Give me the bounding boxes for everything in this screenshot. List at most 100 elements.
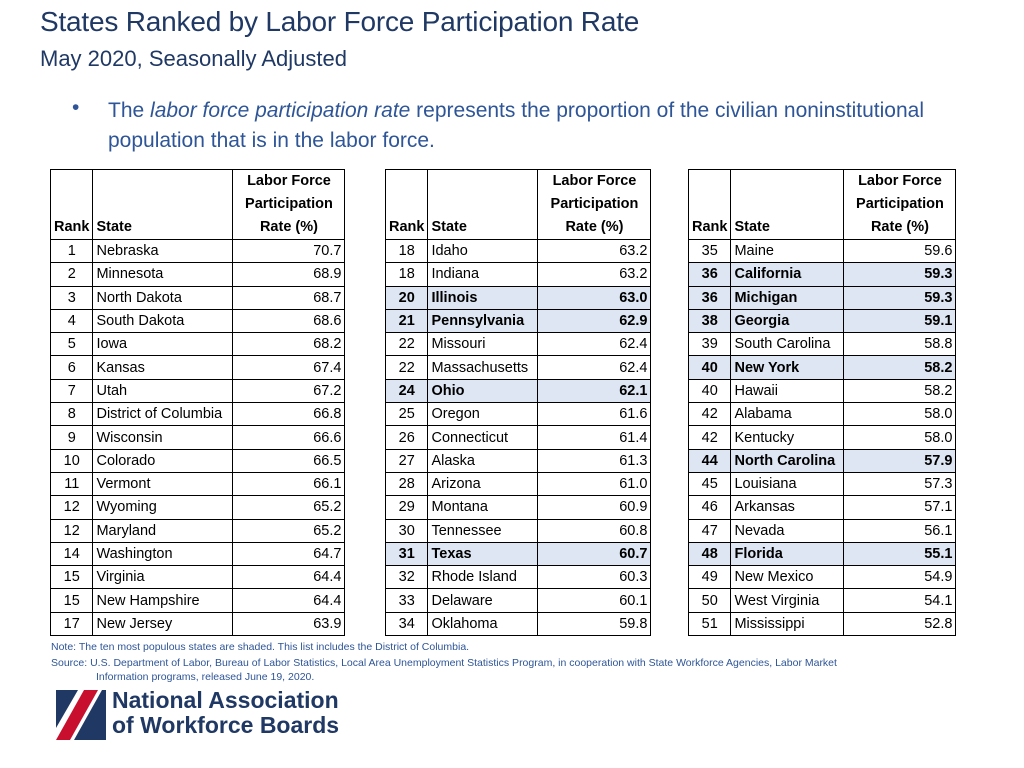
state-cell: Virginia <box>92 565 234 590</box>
rank-cell: 21 <box>384 308 429 334</box>
table-row: 22 Missouri 62.4 <box>384 332 652 357</box>
ranking-table-1: Rank State Labor Force Participation Rate (%… <box>49 169 346 637</box>
rank-cell: 8 <box>49 402 94 427</box>
rank-cell: 33 <box>384 588 429 613</box>
source-citation: Source: U.S. Department of Labor, Bureau… <box>51 656 951 684</box>
rate-cell: 64.4 <box>232 588 346 613</box>
rank-cell: 17 <box>49 611 94 637</box>
state-cell: Texas <box>427 541 539 567</box>
rank-cell: 18 <box>384 262 429 287</box>
rate-cell: 59.8 <box>537 611 652 637</box>
table-row: 48 Florida 55.1 <box>687 541 957 567</box>
state-cell: Washington <box>92 541 234 567</box>
rank-cell: 46 <box>687 495 732 520</box>
rank-cell: 18 <box>384 238 429 264</box>
rate-header-line: Labor Force <box>858 173 942 189</box>
rate-cell: 52.8 <box>843 611 957 637</box>
rate-cell: 61.0 <box>537 471 652 497</box>
rate-header: Labor Force Participation Rate (%) <box>537 169 652 240</box>
table-row: 36 California 59.3 <box>687 262 957 287</box>
rate-cell: 58.2 <box>843 378 957 404</box>
rate-cell: 55.1 <box>843 541 957 567</box>
rank-cell: 6 <box>49 355 94 380</box>
table-row: 50 West Virginia 54.1 <box>687 588 957 613</box>
rank-header: Rank <box>384 169 429 240</box>
table-row: 14 Washington 64.7 <box>49 541 346 567</box>
state-cell: North Carolina <box>730 448 845 473</box>
state-cell: Maine <box>730 238 845 264</box>
state-cell: Alabama <box>730 402 845 427</box>
state-cell: Oregon <box>427 402 539 427</box>
rank-cell: 32 <box>384 565 429 590</box>
table-row: 18 Indiana 63.2 <box>384 262 652 287</box>
rank-cell: 3 <box>49 285 94 310</box>
rank-cell: 29 <box>384 495 429 520</box>
rank-cell: 40 <box>687 355 732 380</box>
state-cell: Vermont <box>92 471 234 497</box>
rate-cell: 60.9 <box>537 495 652 520</box>
table-row: 38 Georgia 59.1 <box>687 308 957 334</box>
table-row: 39 South Carolina 58.8 <box>687 332 957 357</box>
table-row: 15 Virginia 64.4 <box>49 565 346 590</box>
table-row: 31 Texas 60.7 <box>384 541 652 567</box>
rank-cell: 51 <box>687 611 732 637</box>
state-cell: New Hampshire <box>92 588 234 613</box>
state-cell: North Dakota <box>92 285 234 310</box>
logo-line-2: of Workforce Boards <box>112 712 340 738</box>
state-cell: Illinois <box>427 285 539 310</box>
table-row: 9 Wisconsin 66.6 <box>49 425 346 450</box>
rank-cell: 24 <box>384 378 429 404</box>
rank-cell: 50 <box>687 588 732 613</box>
table-row: 24 Ohio 62.1 <box>384 378 652 404</box>
state-cell: California <box>730 262 845 287</box>
rate-header-line: Labor Force <box>247 173 331 189</box>
rank-cell: 36 <box>687 285 732 310</box>
state-cell: Rhode Island <box>427 565 539 590</box>
rate-cell: 57.3 <box>843 471 957 497</box>
rate-cell: 60.1 <box>537 588 652 613</box>
table-row: 20 Illinois 63.0 <box>384 285 652 310</box>
state-cell: Nebraska <box>92 238 234 264</box>
rate-cell: 68.7 <box>232 285 346 310</box>
table-row: 45 Louisiana 57.3 <box>687 471 957 497</box>
table-row: 44 North Carolina 57.9 <box>687 448 957 473</box>
rate-cell: 62.9 <box>537 308 652 334</box>
table-row: 28 Arizona 61.0 <box>384 471 652 497</box>
table-row: 11 Vermont 66.1 <box>49 471 346 497</box>
rank-cell: 45 <box>687 471 732 497</box>
state-cell: Nevada <box>730 518 845 543</box>
table-header-row: Rank State Labor Force Participation Rate (%… <box>687 169 957 240</box>
ranking-table-3: Rank State Labor Force Participation Rate (%… <box>687 169 957 637</box>
rate-cell: 60.8 <box>537 518 652 543</box>
state-cell: South Carolina <box>730 332 845 357</box>
rank-cell: 38 <box>687 308 732 334</box>
table-header-row: Rank State Labor Force Participation Rate (%… <box>49 169 346 240</box>
state-cell: Kentucky <box>730 425 845 450</box>
state-cell: Arizona <box>427 471 539 497</box>
rate-cell: 66.1 <box>232 471 346 497</box>
rate-cell: 56.1 <box>843 518 957 543</box>
table-row: 5 Iowa 68.2 <box>49 332 346 357</box>
state-cell: Delaware <box>427 588 539 613</box>
rate-cell: 66.5 <box>232 448 346 473</box>
rank-cell: 27 <box>384 448 429 473</box>
state-cell: Missouri <box>427 332 539 357</box>
rate-cell: 67.4 <box>232 355 346 380</box>
bullet-icon: • <box>72 96 80 119</box>
state-cell: Indiana <box>427 262 539 287</box>
state-cell: Massachusetts <box>427 355 539 380</box>
rate-cell: 59.3 <box>843 285 957 310</box>
table-row: 35 Maine 59.6 <box>687 238 957 264</box>
rate-cell: 60.7 <box>537 541 652 567</box>
rate-cell: 59.3 <box>843 262 957 287</box>
rate-header-line: Participation <box>856 196 944 212</box>
table-row: 25 Oregon 61.6 <box>384 402 652 427</box>
table-row: 1 Nebraska 70.7 <box>49 238 346 264</box>
table-row: 36 Michigan 59.3 <box>687 285 957 310</box>
state-cell: Utah <box>92 378 234 404</box>
state-cell: South Dakota <box>92 308 234 334</box>
state-cell: Minnesota <box>92 262 234 287</box>
table-row: 40 Hawaii 58.2 <box>687 378 957 404</box>
rate-cell: 54.1 <box>843 588 957 613</box>
rate-header-line: Participation <box>550 196 639 212</box>
